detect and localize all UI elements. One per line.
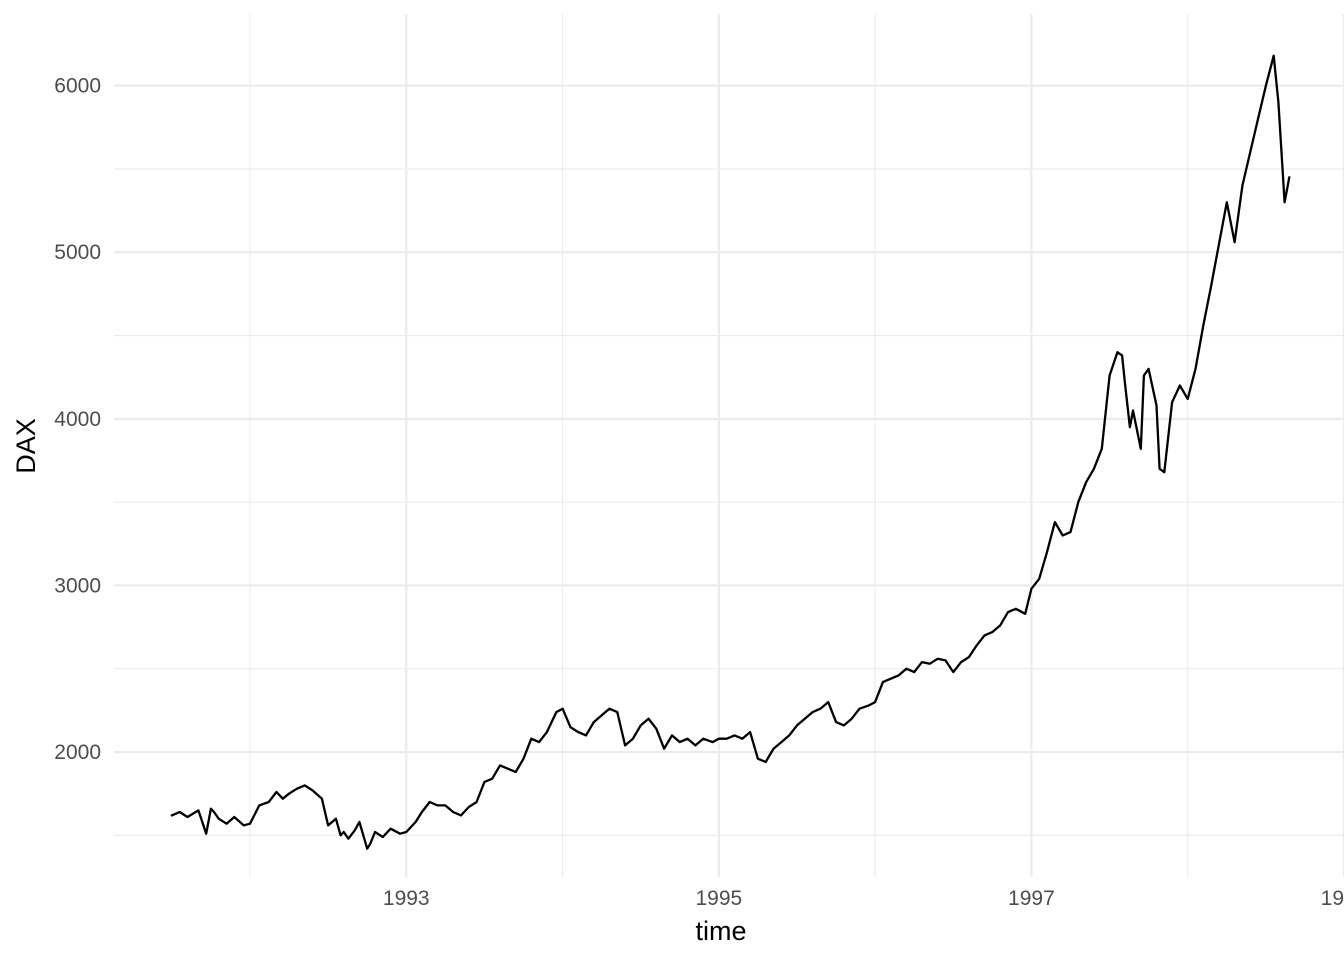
tick-labels: 2000 3000 4000 5000 6000 1993 1995 1997 1999 xyxy=(54,75,1344,910)
x-tick-label: 1999 xyxy=(1321,887,1344,910)
series-line-dax xyxy=(170,54,1291,850)
x-tick-label: 1995 xyxy=(695,887,742,910)
y-axis-title: DAX xyxy=(11,418,41,474)
y-tick-label: 3000 xyxy=(54,574,101,597)
x-axis-title: time xyxy=(695,916,746,946)
x-tick-label: 1993 xyxy=(383,887,430,910)
y-tick-label: 2000 xyxy=(54,741,101,764)
minor-gridlines xyxy=(114,14,1344,877)
major-gridlines xyxy=(114,14,1344,877)
y-tick-label: 6000 xyxy=(54,75,101,98)
series-layer xyxy=(170,54,1291,850)
y-tick-label: 4000 xyxy=(54,408,101,431)
x-tick-label: 1997 xyxy=(1008,887,1055,910)
y-tick-label: 5000 xyxy=(54,241,101,264)
